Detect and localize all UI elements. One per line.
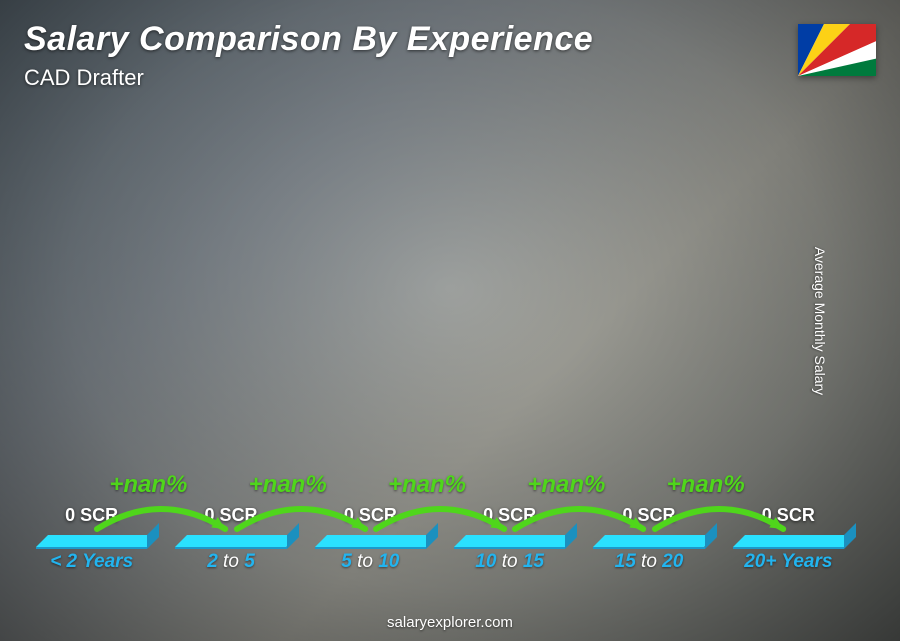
delta-label: +nan% xyxy=(388,471,466,499)
bar-slot: 0 SCR xyxy=(175,547,286,549)
category-label: 2 to 5 xyxy=(175,551,286,581)
category-label: 5 to 10 xyxy=(315,551,426,581)
bar: 0 SCR xyxy=(593,547,704,549)
bar-slot: 0 SCR xyxy=(36,547,147,549)
category-label: < 2 Years xyxy=(36,551,147,581)
bar-slot: 0 SCR xyxy=(454,547,565,549)
category-label: 10 to 15 xyxy=(454,551,565,581)
delta-label: +nan% xyxy=(667,471,745,499)
bar-value-label: 0 SCR xyxy=(710,505,866,526)
seychelles-flag-icon xyxy=(798,24,876,76)
category-label: 20+ Years xyxy=(733,551,844,581)
delta-label: +nan% xyxy=(109,471,187,499)
bar: 0 SCR xyxy=(315,547,426,549)
footer-attribution: salaryexplorer.com xyxy=(0,614,900,631)
delta-label: +nan% xyxy=(249,471,327,499)
delta-label: +nan% xyxy=(527,471,605,499)
bar: 0 SCR xyxy=(733,547,844,549)
bar-value-label: 0 SCR xyxy=(14,505,170,526)
bar-value-label: 0 SCR xyxy=(292,505,448,526)
bar-value-label: 0 SCR xyxy=(153,505,309,526)
bar-value-label: 0 SCR xyxy=(571,505,727,526)
bar-slot: 0 SCR xyxy=(315,547,426,549)
bar-slot: 0 SCR xyxy=(593,547,704,549)
category-label: 15 to 20 xyxy=(593,551,704,581)
bar-value-label: 0 SCR xyxy=(432,505,588,526)
page-title: Salary Comparison By Experience xyxy=(24,20,593,59)
bar-slot: 0 SCR xyxy=(733,547,844,549)
page-subtitle: CAD Drafter xyxy=(24,65,593,91)
category-labels: < 2 Years 2 to 5 5 to 10 10 to 15 15 to 20 20… xyxy=(28,551,852,581)
chart-canvas: Salary Comparison By Experience CAD Draf… xyxy=(0,0,900,641)
title-block: Salary Comparison By Experience CAD Draf… xyxy=(24,20,593,91)
bar: 0 SCR xyxy=(36,547,147,549)
bar: 0 SCR xyxy=(175,547,286,549)
bar: 0 SCR xyxy=(454,547,565,549)
bar-chart: 0 SCR0 SCR0 SCR0 SCR0 SCR0 SCR < 2 Years… xyxy=(28,110,852,581)
